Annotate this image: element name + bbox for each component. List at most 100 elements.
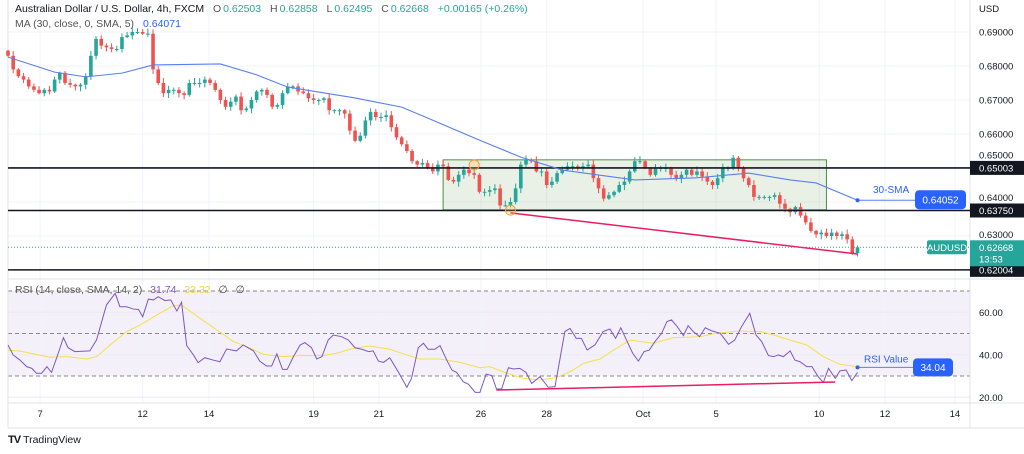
candle-body bbox=[275, 105, 280, 107]
candle-body bbox=[829, 232, 834, 236]
rsi-band bbox=[8, 291, 970, 376]
candle bbox=[161, 77, 166, 97]
candle bbox=[16, 68, 21, 78]
candle bbox=[710, 179, 715, 190]
ma-legend-title: MA (30, close, 0, SMA, 5) bbox=[15, 18, 135, 30]
candle bbox=[627, 169, 632, 185]
candle-body bbox=[11, 55, 15, 70]
candle-body bbox=[384, 115, 388, 117]
candle bbox=[114, 45, 119, 52]
candle bbox=[835, 231, 839, 240]
candle-body bbox=[120, 37, 124, 49]
candle bbox=[6, 49, 10, 57]
candle-body bbox=[767, 196, 772, 198]
candle-body bbox=[798, 207, 803, 216]
candle-body bbox=[52, 79, 57, 92]
candle bbox=[11, 51, 15, 74]
candle-body bbox=[405, 144, 409, 151]
candle bbox=[109, 43, 114, 53]
price-trendline bbox=[510, 212, 858, 255]
ohlc-close: 0.62668 bbox=[390, 3, 429, 15]
candle-body bbox=[840, 234, 844, 236]
candle-body bbox=[467, 169, 471, 174]
bar-countdown: 13:53 bbox=[979, 254, 1003, 265]
candle-body bbox=[669, 168, 673, 175]
candle-body bbox=[260, 89, 264, 92]
candle-body bbox=[519, 164, 523, 189]
candle bbox=[353, 126, 357, 143]
candle bbox=[317, 98, 321, 105]
candle-body bbox=[306, 93, 311, 99]
candle-body bbox=[291, 86, 295, 88]
level-price-label: 0.63750 bbox=[979, 206, 1013, 217]
candle bbox=[772, 192, 777, 200]
rsi-legend[interactable]: RSI (14, close, SMA, 14, 2) 31.74 33.32 … bbox=[15, 284, 247, 296]
candle-body bbox=[456, 174, 461, 182]
candle bbox=[819, 229, 824, 240]
candle-body bbox=[151, 33, 155, 70]
rsi-trendline bbox=[496, 381, 836, 391]
candle-body bbox=[607, 195, 611, 199]
x-tick-label: 7 bbox=[37, 409, 42, 420]
rsi-legend-title: RSI (14, close, SMA, 14, 2) bbox=[15, 284, 143, 296]
candle bbox=[829, 228, 834, 240]
x-tick-label: 5 bbox=[713, 409, 718, 420]
x-tick-label: 14 bbox=[204, 409, 215, 420]
price-axis-label: 0.64000 bbox=[979, 193, 1013, 204]
candle bbox=[700, 168, 704, 182]
candle-body bbox=[156, 69, 161, 83]
candle-body bbox=[280, 93, 285, 106]
candle-body bbox=[146, 33, 150, 35]
ma-value-label: 0.64052 bbox=[922, 196, 959, 207]
candle-body bbox=[601, 188, 606, 199]
candle-body bbox=[182, 93, 186, 95]
candle-body bbox=[627, 171, 632, 182]
candle-body bbox=[612, 191, 616, 196]
candle bbox=[441, 159, 445, 168]
candle bbox=[814, 229, 818, 238]
candle bbox=[705, 172, 710, 185]
candle bbox=[291, 84, 295, 90]
tradingview-logo[interactable]: TV TradingView bbox=[8, 434, 81, 446]
candle bbox=[487, 186, 492, 197]
candle bbox=[285, 82, 290, 95]
candle-body bbox=[446, 166, 451, 180]
ma-legend[interactable]: MA (30, close, 0, SMA, 5) 0.64071 bbox=[15, 18, 183, 30]
candle bbox=[762, 195, 767, 200]
candle bbox=[99, 35, 104, 50]
candle-body bbox=[591, 164, 596, 179]
ohlc-high-label: H bbox=[270, 3, 278, 15]
candle bbox=[177, 87, 181, 98]
candle-body bbox=[73, 84, 78, 87]
candle-body bbox=[539, 171, 544, 173]
candle bbox=[612, 190, 616, 198]
tradingview-brand: TradingView bbox=[23, 434, 81, 446]
candle-body bbox=[322, 98, 326, 100]
candle-body bbox=[228, 101, 233, 107]
rsi-value-label: 34.04 bbox=[920, 363, 945, 374]
candle bbox=[519, 161, 523, 194]
price-axis-label: 0.67000 bbox=[979, 96, 1013, 107]
candle bbox=[42, 88, 47, 97]
candle-body bbox=[94, 38, 98, 56]
candle-body bbox=[285, 86, 290, 94]
candle-body bbox=[32, 86, 36, 90]
candle bbox=[254, 89, 259, 103]
last-price-label: 0.62668 bbox=[979, 243, 1013, 254]
candle bbox=[58, 71, 62, 84]
candle-body bbox=[234, 96, 238, 102]
x-tick-label: 19 bbox=[308, 409, 319, 420]
candle-body bbox=[845, 234, 849, 240]
candle-body bbox=[555, 173, 559, 182]
candle-body bbox=[524, 159, 528, 165]
candle-body bbox=[47, 89, 52, 92]
candle bbox=[482, 188, 487, 197]
candle-body bbox=[487, 190, 492, 192]
candle bbox=[26, 77, 31, 89]
x-tick-label: 26 bbox=[476, 409, 487, 420]
ohlc-open: 0.62503 bbox=[223, 3, 262, 15]
candle bbox=[493, 184, 497, 194]
candle-body bbox=[617, 185, 622, 192]
candle-body bbox=[379, 117, 383, 118]
